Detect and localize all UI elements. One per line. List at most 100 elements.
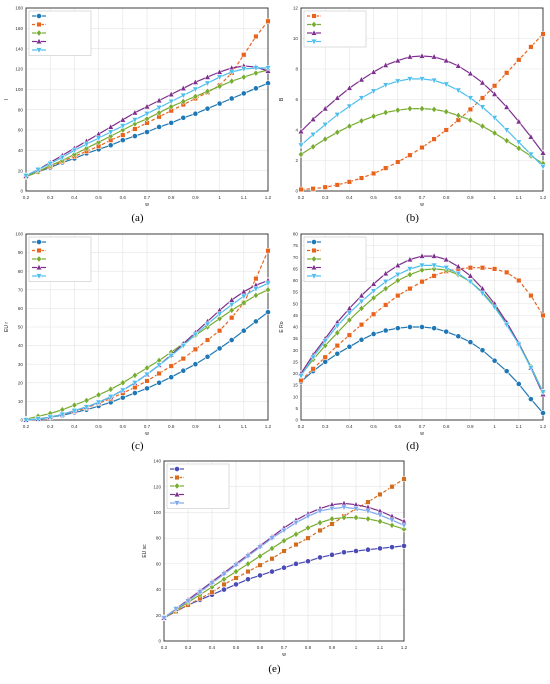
x-tick-label: 0.9 [467,424,474,429]
data-point [328,505,336,513]
x-tick-label: 0.2 [23,424,30,429]
x-tick-label: 0.5 [370,195,377,200]
data-point [430,77,438,85]
data-point [304,513,312,520]
y-tick-label: 120 [15,67,23,72]
data-point [442,81,450,88]
data-point [208,580,216,587]
data-point [371,170,377,177]
data-point [168,103,175,111]
data-point [358,175,365,181]
data-point [527,396,534,402]
x-tick-label: 0.6 [395,424,402,429]
legend-marker [311,247,317,254]
data-point [240,327,247,334]
data-point [196,589,204,596]
data-point [252,65,260,72]
legend-marker [35,47,43,54]
y-tick-label: 80 [18,107,24,112]
data-point [252,69,259,77]
y-tick-label: 4 [295,128,298,133]
data-point [22,173,30,180]
data-point [346,316,353,324]
data-point [382,279,389,286]
y-tick-label: 90 [18,250,24,255]
data-point [431,325,437,332]
data-point [310,366,316,372]
data-point [346,103,353,111]
data-point [155,362,163,369]
data-point [228,69,235,76]
data-point [467,265,473,271]
data-point [479,122,486,130]
data-point [504,70,510,76]
x-tick-label: 0.2 [23,195,30,200]
data-point [418,252,426,259]
y-tick-label: 50 [293,301,299,306]
data-point [167,353,175,360]
data-point [316,508,324,515]
data-point [131,120,138,128]
data-point [131,371,138,379]
data-point [252,85,259,92]
data-point [394,78,402,85]
data-point [167,98,175,106]
y-tick-label: 140 [153,459,161,464]
y-tick-label: 160 [15,26,23,31]
data-point [515,139,523,146]
data-point [107,123,114,130]
data-point [309,115,317,122]
data-point [406,255,414,263]
data-point [539,149,547,156]
data-point [479,79,486,86]
data-point [245,576,251,583]
data-point [353,548,359,554]
data-point [95,135,102,142]
data-point [527,365,535,372]
data-point [340,504,348,511]
data-point [71,147,78,154]
data-point [257,572,263,579]
data-point [265,248,271,254]
data-point [305,535,311,541]
data-point [144,115,150,123]
caption-c: (c) [131,440,144,452]
data-point [119,137,126,144]
data-point [172,606,180,613]
data-point [59,411,66,419]
data-point [155,105,163,112]
data-point [95,399,102,406]
x-tick-label: 1.1 [241,424,248,429]
data-point [528,293,534,299]
data-point [394,261,402,268]
y-tick-label: 60 [156,561,162,566]
data-point [233,575,239,581]
data-point [281,548,287,554]
data-point [281,564,287,571]
y-tick-label: 40 [18,148,24,153]
data-point [204,337,211,343]
data-point [346,122,353,130]
x-tick-label: 0.4 [209,645,216,650]
data-point [192,361,199,368]
data-point [131,117,139,124]
data-point [168,119,175,126]
data-point [503,137,510,145]
x-tick-label: 0.5 [95,195,102,200]
y-tick-label: 50 [18,325,24,330]
data-point [216,311,223,318]
data-point [382,82,389,89]
legend-marker [36,21,42,28]
y-tick-label: 5 [295,406,298,411]
data-point [442,265,450,272]
data-point [539,389,547,396]
data-point [389,544,395,551]
data-point [516,57,522,63]
data-point [317,527,323,534]
x-tick-label: 0.8 [168,195,175,200]
data-point [228,95,235,102]
y-tick-label: 80 [156,536,162,541]
data-point [376,512,384,519]
data-point [418,76,426,83]
data-point [298,150,304,158]
